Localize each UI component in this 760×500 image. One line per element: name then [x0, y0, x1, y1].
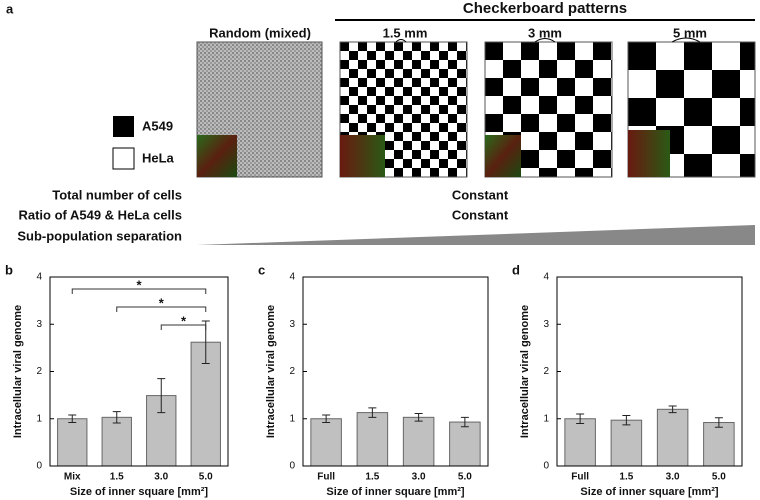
pattern-label: 3 mm [528, 25, 562, 40]
x-tick-label: Mix [64, 472, 81, 483]
panel-letter: c [258, 262, 265, 277]
x-axis-label: Size of inner square [mm²] [326, 486, 464, 498]
legend-swatch [112, 147, 135, 170]
bar [610, 419, 643, 467]
panel-letter: d [512, 262, 520, 277]
row-value: Constant [452, 187, 509, 202]
micrograph [485, 135, 521, 177]
y-tick-label: 3 [36, 319, 42, 330]
bar [101, 416, 132, 467]
significance-mark: * [159, 295, 165, 310]
error-bar [714, 417, 723, 428]
x-axis-label: Size of inner square [mm²] [70, 486, 208, 498]
x-tick-label: 5.0 [458, 472, 472, 483]
y-tick-label: 4 [36, 272, 42, 283]
error-bar [157, 378, 166, 414]
error-bar [322, 414, 331, 424]
x-tick-label: 1.5 [619, 472, 633, 483]
bar [310, 418, 342, 467]
significance-bracket [71, 288, 207, 294]
y-tick-label: 0 [543, 461, 549, 472]
bar [564, 418, 596, 467]
row-label: Total number of cells [52, 187, 182, 202]
x-tick-label: 3.0 [666, 472, 680, 483]
error-bar [576, 413, 585, 424]
y-tick-label: 2 [543, 366, 549, 377]
x-tick-label: Full [571, 472, 589, 483]
panel-letter: b [5, 262, 13, 277]
y-tick-label: 3 [289, 319, 295, 330]
y-tick-label: 4 [289, 272, 295, 283]
bar [356, 412, 389, 467]
plot-frame [302, 276, 489, 467]
x-axis-label: Size of inner square [mm²] [580, 486, 718, 498]
error-bar [414, 413, 423, 422]
error-bar [368, 407, 377, 418]
y-tick-label: 3 [543, 319, 549, 330]
x-tick-label: Full [317, 472, 335, 483]
size-bracket [395, 37, 701, 43]
y-tick-label: 1 [36, 413, 42, 424]
bar [449, 421, 481, 467]
y-tick-label: 4 [543, 272, 549, 283]
y-axis-label: Intracellular viral genome [265, 305, 277, 438]
error-bar [112, 411, 121, 424]
bar [703, 422, 735, 467]
plot-frame [556, 276, 743, 467]
row-label: Ratio of A549 & HeLa cells [18, 207, 182, 222]
separation-wedge [197, 225, 755, 245]
y-tick-label: 1 [289, 413, 295, 424]
x-tick-label: 5.0 [712, 472, 726, 483]
error-bar [622, 414, 631, 426]
legend-label: A549 [142, 118, 173, 133]
legend-label: HeLa [142, 150, 175, 165]
row-value: Constant [452, 207, 509, 222]
panel-letter: a [6, 1, 14, 16]
pattern-label: 1.5 mm [383, 25, 428, 40]
y-tick-label: 0 [36, 461, 42, 472]
significance-bracket [160, 324, 207, 330]
micrograph [628, 130, 670, 177]
error-bar [68, 414, 77, 424]
x-tick-label: 1.5 [110, 472, 124, 483]
bar [57, 418, 88, 467]
row-label: Sub-population separation [17, 228, 182, 243]
y-tick-label: 0 [289, 461, 295, 472]
x-tick-label: 3.0 [154, 472, 168, 483]
micrograph [340, 135, 385, 177]
y-tick-label: 1 [543, 413, 549, 424]
significance-mark: * [181, 313, 187, 328]
y-tick-label: 2 [289, 366, 295, 377]
x-tick-label: 3.0 [412, 472, 426, 483]
y-tick-label: 2 [36, 366, 42, 377]
error-bar [460, 416, 469, 428]
pattern-label: 5 mm [673, 25, 707, 40]
x-tick-label: 1.5 [365, 472, 379, 483]
pattern-label: Random (mixed) [209, 25, 311, 40]
x-tick-label: 5.0 [199, 472, 213, 483]
y-axis-label: Intracellular viral genome [519, 305, 531, 438]
bar [402, 416, 435, 467]
error-bar [668, 405, 677, 414]
micrograph [197, 135, 237, 177]
bar [656, 408, 689, 467]
header: Checkerboard patterns [463, 0, 627, 17]
significance-mark: * [136, 277, 142, 292]
plot-frame [49, 276, 229, 467]
y-axis-label: Intracellular viral genome [12, 305, 24, 438]
significance-bracket [116, 306, 207, 312]
legend-swatch [113, 116, 134, 137]
